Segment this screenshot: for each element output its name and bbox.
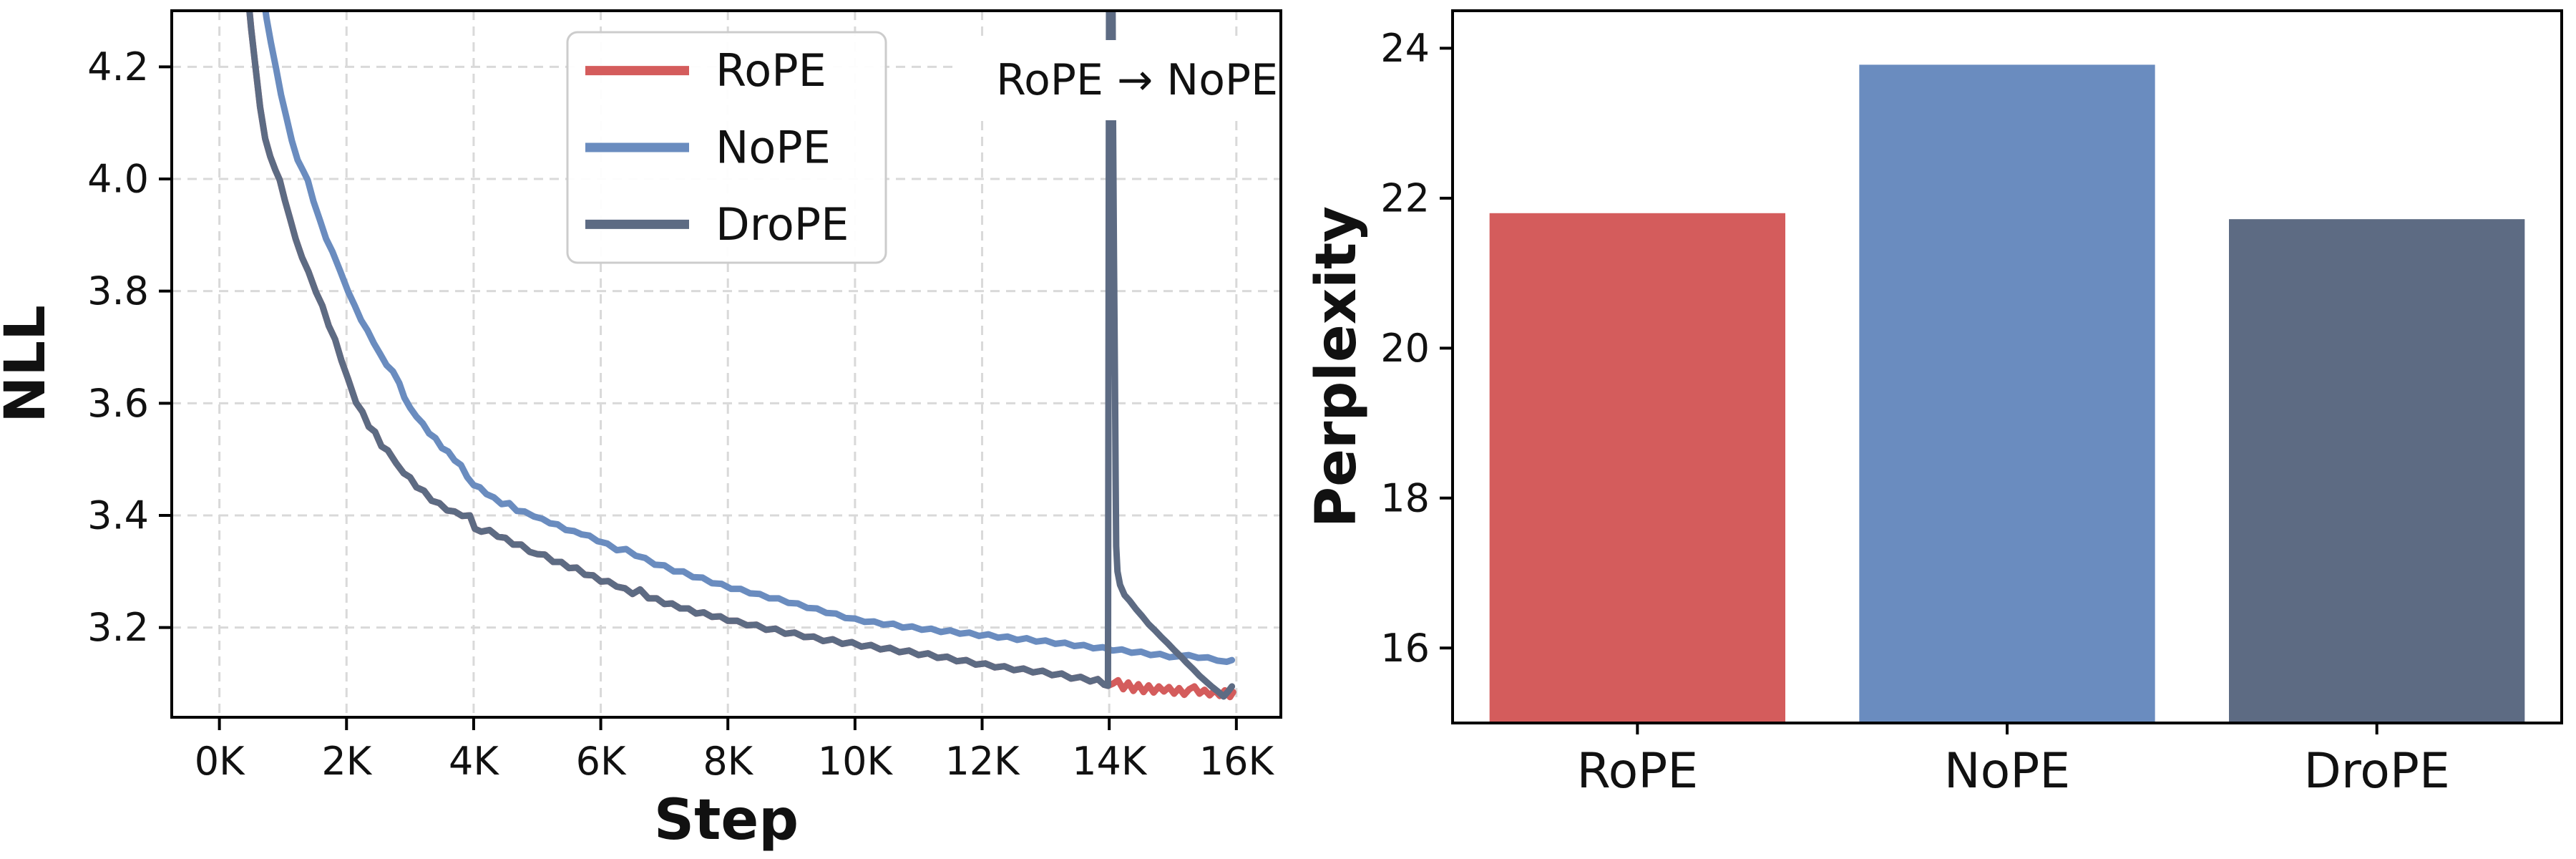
annotation-bg [953, 40, 1284, 120]
line-drope [246, 12, 1236, 700]
y-tick-label: 4.2 [87, 44, 149, 89]
x-tick-label: 4K [449, 739, 499, 784]
plot-border [170, 9, 1282, 719]
bar-rope [1489, 213, 1785, 724]
perplexity-bar-chart: 16 18 20 22 24 RoPE NoPE DroPE Perplexity [1309, 9, 2563, 800]
x-tick-label: 0K [195, 739, 245, 784]
y-tick-label: 18 [1380, 475, 1430, 520]
x-tick-label: 12K [945, 739, 1020, 784]
bar-nope [1859, 64, 2155, 724]
category-label-drope: DroPE [2303, 743, 2449, 800]
category-label-rope: RoPE [1576, 743, 1698, 800]
legend-label-nope: NoPE [716, 122, 831, 174]
x-tick-label: 8K [703, 739, 753, 784]
annotation-rope-to-nope: RoPE → NoPE [996, 55, 1278, 105]
bar-drope [2229, 219, 2525, 723]
x-tick-label: 10K [818, 739, 894, 784]
x-tick-label: 16K [1199, 739, 1275, 784]
y-tick-label: 24 [1380, 26, 1430, 71]
y-tick-label: 3.4 [87, 493, 149, 538]
legend-label-rope: RoPE [716, 44, 826, 97]
x-tick-label: 6K [576, 739, 627, 784]
legend-box [566, 31, 887, 264]
nll-line-chart: RoPE → NoPE RoPE NoPE DroPE 0K 2K 4K 6K 8K 10K 12K… [0, 9, 1284, 853]
y-axis-label: Perplexity [1309, 206, 1369, 528]
y-tick-label: 20 [1380, 326, 1430, 371]
category-label-nope: NoPE [1944, 743, 2070, 800]
y-tick-label: 4.0 [87, 157, 149, 202]
y-tick-label: 3.2 [87, 605, 149, 650]
y-tick-label: 22 [1380, 175, 1430, 220]
y-tick-label: 3.6 [87, 381, 149, 426]
x-tick-label: 14K [1072, 739, 1148, 784]
x-axis-label: Step [654, 788, 799, 853]
y-tick-label: 16 [1380, 626, 1430, 671]
line-nope [262, 12, 1236, 665]
legend-label-drope: DroPE [716, 198, 849, 251]
y-tick-label: 3.8 [87, 268, 149, 314]
x-tick-label: 2K [321, 739, 372, 784]
y-axis-label: NLL [0, 305, 58, 423]
